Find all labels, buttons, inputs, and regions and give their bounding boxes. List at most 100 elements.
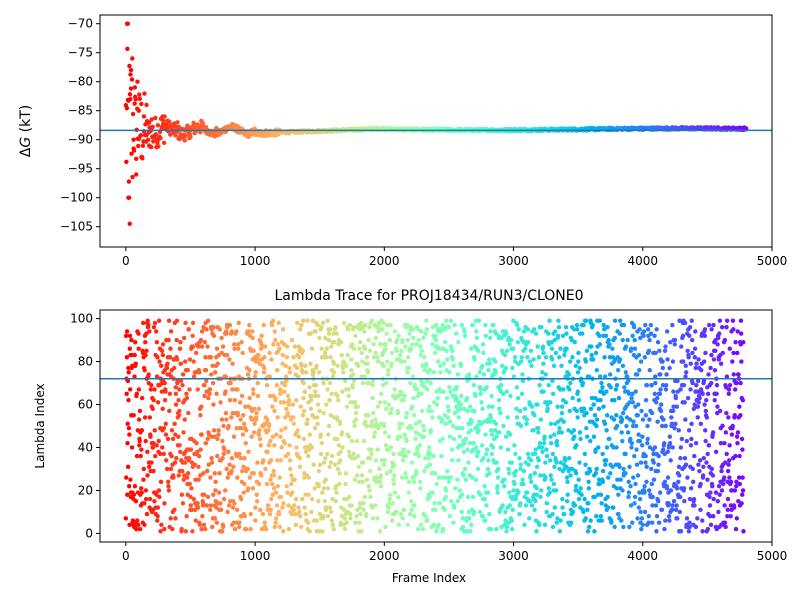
lambda-point — [712, 367, 718, 373]
lambda-point — [340, 365, 346, 371]
lambda-point — [204, 503, 210, 508]
lambda-point — [537, 440, 543, 446]
lambda-point — [474, 453, 480, 459]
lambda-point — [189, 486, 194, 491]
lambda-point — [242, 514, 247, 519]
lambda-point — [268, 477, 273, 482]
lambda-point — [507, 342, 512, 347]
lambda-point — [223, 488, 228, 493]
lambda-point — [443, 488, 449, 493]
lambda-point — [273, 516, 279, 521]
lambda-point — [385, 372, 391, 377]
lambda-point — [620, 363, 626, 369]
lambda-point — [607, 342, 612, 347]
lambda-point — [125, 464, 131, 470]
lambda-point — [211, 324, 216, 330]
lambda-point — [501, 423, 506, 429]
lambda-point — [160, 342, 166, 347]
y-tick-label: −75 — [68, 46, 93, 60]
lambda-point — [700, 473, 706, 478]
lambda-point — [720, 350, 725, 356]
lambda-point — [205, 468, 210, 474]
lambda-point — [328, 413, 333, 418]
lambda-point — [173, 432, 178, 437]
lambda-point — [684, 516, 690, 521]
lambda-point — [708, 490, 713, 495]
lambda-point — [375, 516, 380, 521]
lambda-point — [391, 477, 396, 482]
lambda-point — [486, 458, 491, 463]
lambda-point — [400, 516, 405, 521]
lambda-point — [473, 445, 479, 450]
lambda-point — [456, 458, 461, 463]
lambda-point — [154, 374, 160, 379]
lambda-point — [602, 327, 607, 332]
delta-g-point — [125, 21, 130, 26]
lambda-point — [139, 447, 144, 452]
lambda-point — [160, 406, 165, 412]
lambda-point — [722, 520, 728, 525]
lambda-point — [235, 342, 241, 347]
lambda-point — [158, 529, 163, 534]
lambda-point — [647, 417, 652, 422]
lambda-point — [572, 434, 577, 439]
lambda-point — [389, 406, 394, 412]
lambda-point — [229, 415, 234, 420]
lambda-point — [597, 342, 603, 347]
lambda-point — [491, 322, 496, 328]
lambda-point — [299, 363, 304, 369]
lambda-point — [191, 496, 197, 502]
y-tick-label: −100 — [60, 191, 93, 205]
lambda-point — [685, 475, 690, 480]
lambda-point — [555, 516, 560, 521]
lambda-point — [643, 398, 649, 403]
lambda-point — [338, 340, 344, 345]
lambda-point — [136, 331, 141, 336]
lambda-point — [711, 496, 716, 502]
lambda-point — [161, 425, 167, 431]
lambda-point — [162, 380, 167, 386]
lambda-point — [124, 329, 130, 334]
lambda-point — [518, 423, 524, 429]
lambda-point — [482, 496, 487, 502]
lambda-point — [252, 421, 257, 427]
lambda-point — [147, 496, 153, 502]
lambda-point — [198, 337, 204, 343]
delta-g-point — [129, 77, 135, 82]
lambda-point — [355, 473, 360, 478]
lambda-point — [512, 443, 517, 448]
lambda-point — [649, 481, 655, 487]
lambda-point — [205, 494, 211, 500]
lambda-point — [614, 423, 620, 429]
lambda-point — [527, 359, 533, 364]
lambda-point — [392, 329, 398, 334]
lambda-point — [472, 509, 477, 515]
lambda-point — [726, 391, 731, 396]
lambda-point — [738, 331, 744, 336]
lambda-point — [594, 417, 600, 422]
lambda-point — [361, 438, 367, 444]
lambda-point — [639, 526, 644, 532]
lambda-point — [338, 458, 343, 463]
lambda-point — [407, 331, 412, 336]
lambda-point — [620, 410, 626, 416]
lambda-point — [576, 350, 581, 356]
lambda-point — [310, 318, 315, 323]
lambda-point — [591, 434, 597, 439]
lambda-point — [440, 436, 445, 442]
lambda-point — [510, 346, 516, 351]
lambda-point — [541, 350, 546, 356]
lambda-point — [320, 490, 325, 495]
lambda-point — [316, 370, 322, 375]
lambda-point — [316, 498, 321, 504]
lambda-point — [635, 516, 640, 521]
lambda-point — [196, 453, 202, 459]
lambda-point — [698, 507, 703, 512]
lambda-point — [194, 440, 199, 446]
lambda-point — [452, 322, 457, 328]
lambda-point — [485, 466, 491, 472]
lambda-point — [278, 434, 283, 439]
lambda-point — [723, 524, 728, 530]
lambda-point — [703, 428, 708, 433]
lambda-point — [446, 324, 452, 330]
